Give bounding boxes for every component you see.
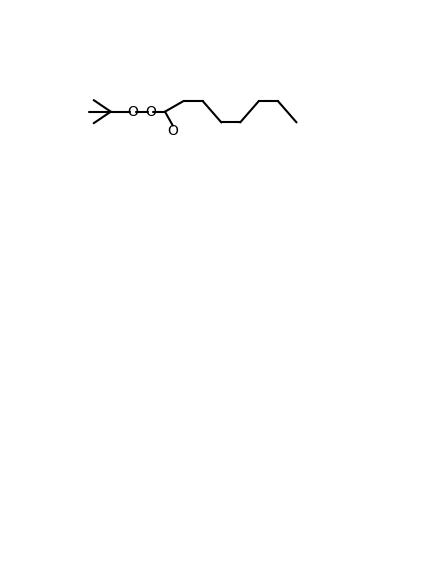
Text: O: O <box>167 124 178 138</box>
Text: O: O <box>127 105 138 119</box>
Text: O: O <box>145 105 156 119</box>
